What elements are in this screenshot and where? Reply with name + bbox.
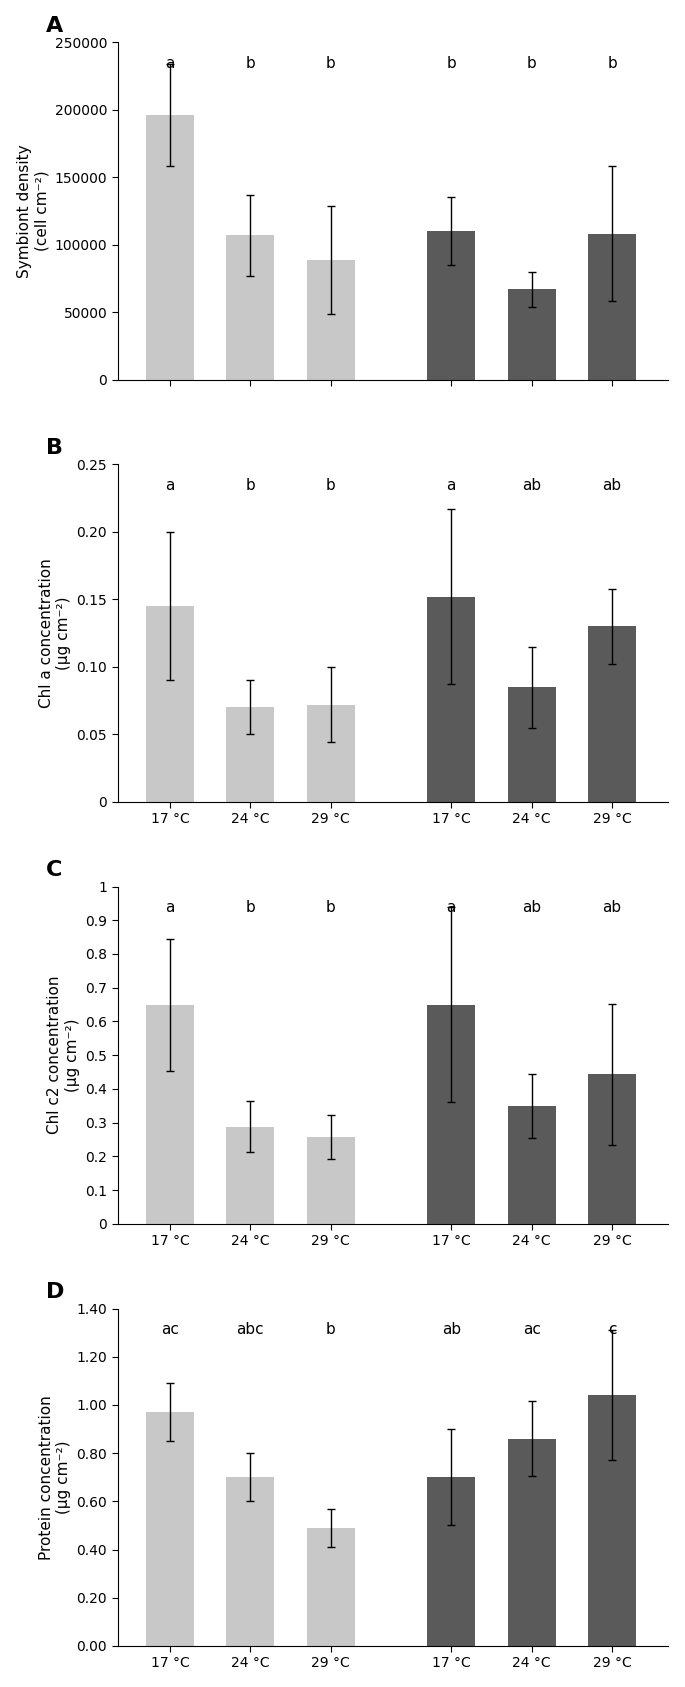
Bar [508,687,556,801]
Text: b: b [326,1323,336,1338]
Bar [226,1127,275,1223]
Text: b: b [326,56,336,71]
Text: ab: ab [442,1323,461,1338]
Text: ac: ac [161,1323,179,1338]
Bar [427,231,475,380]
Bar [588,234,636,380]
Bar [427,1478,475,1647]
Bar [307,1528,355,1647]
Text: b: b [326,477,336,493]
Text: b: b [447,56,456,71]
Bar [146,115,194,380]
Text: b: b [245,477,256,493]
Bar [146,1005,194,1223]
Bar [508,288,556,380]
Y-axis label: Chl a concentration
(µg cm⁻²): Chl a concentration (µg cm⁻²) [38,558,71,709]
Text: b: b [245,899,256,914]
Bar [307,705,355,801]
Text: B: B [46,437,63,457]
Bar [588,626,636,801]
Bar [588,1395,636,1647]
Bar [508,1439,556,1647]
Text: a: a [165,56,175,71]
Text: ab: ab [522,477,541,493]
Text: c: c [608,1323,616,1338]
Text: a: a [165,477,175,493]
Bar [226,1478,275,1647]
Text: ab: ab [522,899,541,914]
Text: ab: ab [603,477,621,493]
Y-axis label: Chl c2 concentration
(µg cm⁻²): Chl c2 concentration (µg cm⁻²) [47,975,79,1134]
Bar [307,260,355,380]
Text: b: b [326,899,336,914]
Text: a: a [447,477,456,493]
Bar [146,606,194,801]
Bar [226,234,275,380]
Text: b: b [527,56,536,71]
Y-axis label: Protein concentration
(µg cm⁻²): Protein concentration (µg cm⁻²) [38,1395,71,1560]
Text: ab: ab [603,899,621,914]
Text: ac: ac [523,1323,540,1338]
Text: A: A [46,15,63,35]
Text: a: a [165,899,175,914]
Bar [508,1105,556,1223]
Bar [427,1004,475,1223]
Bar [146,1412,194,1647]
Text: C: C [46,860,62,879]
Bar [427,597,475,801]
Text: D: D [46,1282,64,1302]
Bar [307,1137,355,1223]
Bar [588,1075,636,1223]
Text: a: a [447,899,456,914]
Text: b: b [607,56,617,71]
Y-axis label: Symbiont density
(cell cm⁻²): Symbiont density (cell cm⁻²) [16,143,49,278]
Bar [226,707,275,801]
Text: abc: abc [236,1323,264,1338]
Text: b: b [245,56,256,71]
